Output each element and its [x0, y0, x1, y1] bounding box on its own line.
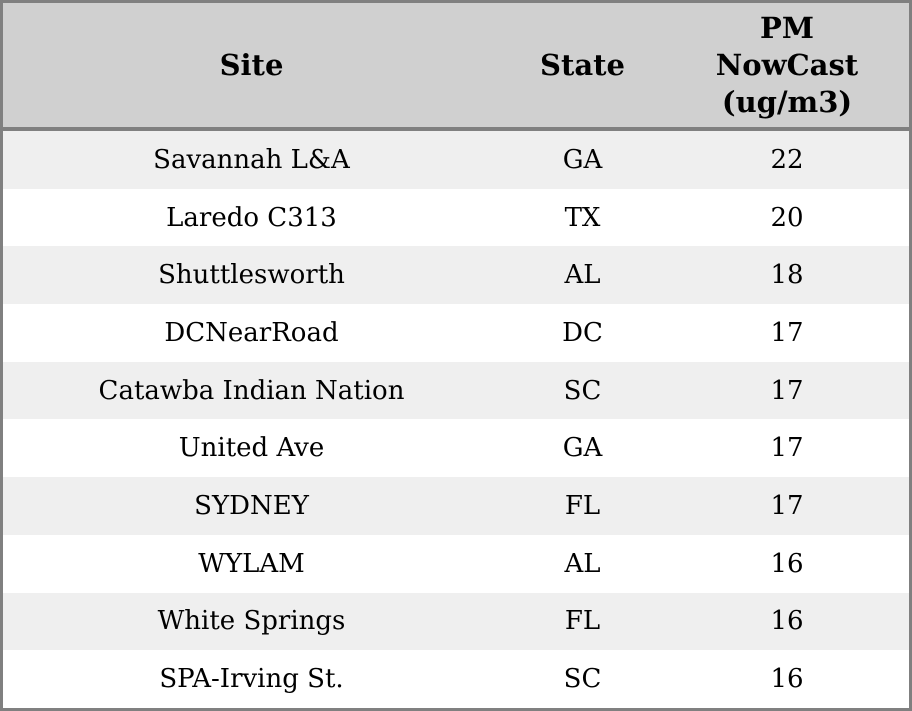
cell-pm_nowcast_ugm3: 17	[770, 375, 804, 406]
table-row: Savannah L&A GA 22	[3, 129, 909, 189]
table-row: United Ave GA 17	[3, 419, 909, 478]
cell-pm_nowcast_ugm3: 20	[770, 202, 804, 233]
cell-pm_nowcast_ugm3: 16	[770, 606, 804, 637]
cell-state: GA	[562, 433, 603, 464]
cell-state: DC	[562, 317, 603, 348]
column-header-state: State	[500, 3, 665, 131]
cell-state: FL	[564, 490, 601, 521]
table-row: WYLAM AL 16	[3, 534, 909, 593]
table-header: Site State PM NowCast (ug/m3)	[3, 3, 909, 131]
cell-pm_nowcast_ugm3: 16	[770, 548, 804, 579]
cell-site: SYDNEY	[194, 490, 309, 521]
cell-pm_nowcast_ugm3: 17	[770, 433, 804, 464]
cell-site: United Ave	[178, 433, 325, 464]
cell-state: TX	[564, 202, 601, 233]
cell-state: AL	[564, 260, 601, 291]
table-row: DCNearRoad DC 17	[3, 304, 909, 362]
table-row: SYDNEY FL 17	[3, 477, 909, 535]
cell-site: White Springs	[157, 606, 346, 637]
cell-pm_nowcast_ugm3: 17	[770, 317, 804, 348]
cell-site: WYLAM	[198, 548, 305, 579]
table-row: SPA-Irving St. SC 16	[3, 650, 909, 708]
cell-pm_nowcast_ugm3: 16	[770, 664, 804, 695]
cell-state: FL	[564, 606, 601, 637]
cell-state: SC	[563, 664, 602, 695]
table-row: Shuttlesworth AL 18	[3, 246, 909, 305]
table-row: Catawba Indian Nation SC 17	[3, 361, 909, 420]
column-header-site: Site	[3, 3, 500, 131]
cell-pm_nowcast_ugm3: 22	[770, 144, 804, 175]
data-table: Site State PM NowCast (ug/m3) Savannah L…	[3, 3, 909, 708]
table-row: Laredo C313 TX 20	[3, 188, 909, 247]
cell-site: Savannah L&A	[153, 144, 350, 175]
cell-site: Laredo C313	[166, 202, 337, 233]
cell-state: SC	[563, 375, 602, 406]
cell-pm_nowcast_ugm3: 17	[770, 490, 804, 521]
cell-state: GA	[562, 144, 603, 175]
table-body: Savannah L&A GA 22 Laredo C313 TX 20 Shuttlesw…	[3, 129, 909, 708]
cell-site: Shuttlesworth	[158, 260, 345, 291]
cell-pm_nowcast_ugm3: 18	[770, 260, 804, 291]
table-row: White Springs FL 16	[3, 592, 909, 651]
cell-site: DCNearRoad	[164, 317, 339, 348]
cell-site: SPA-Irving St.	[159, 664, 344, 695]
header-row: Site State PM NowCast (ug/m3)	[3, 3, 909, 131]
cell-site: Catawba Indian Nation	[98, 375, 405, 406]
column-header-pm-nowcast: PM NowCast (ug/m3)	[665, 3, 909, 131]
cell-state: AL	[564, 548, 601, 579]
